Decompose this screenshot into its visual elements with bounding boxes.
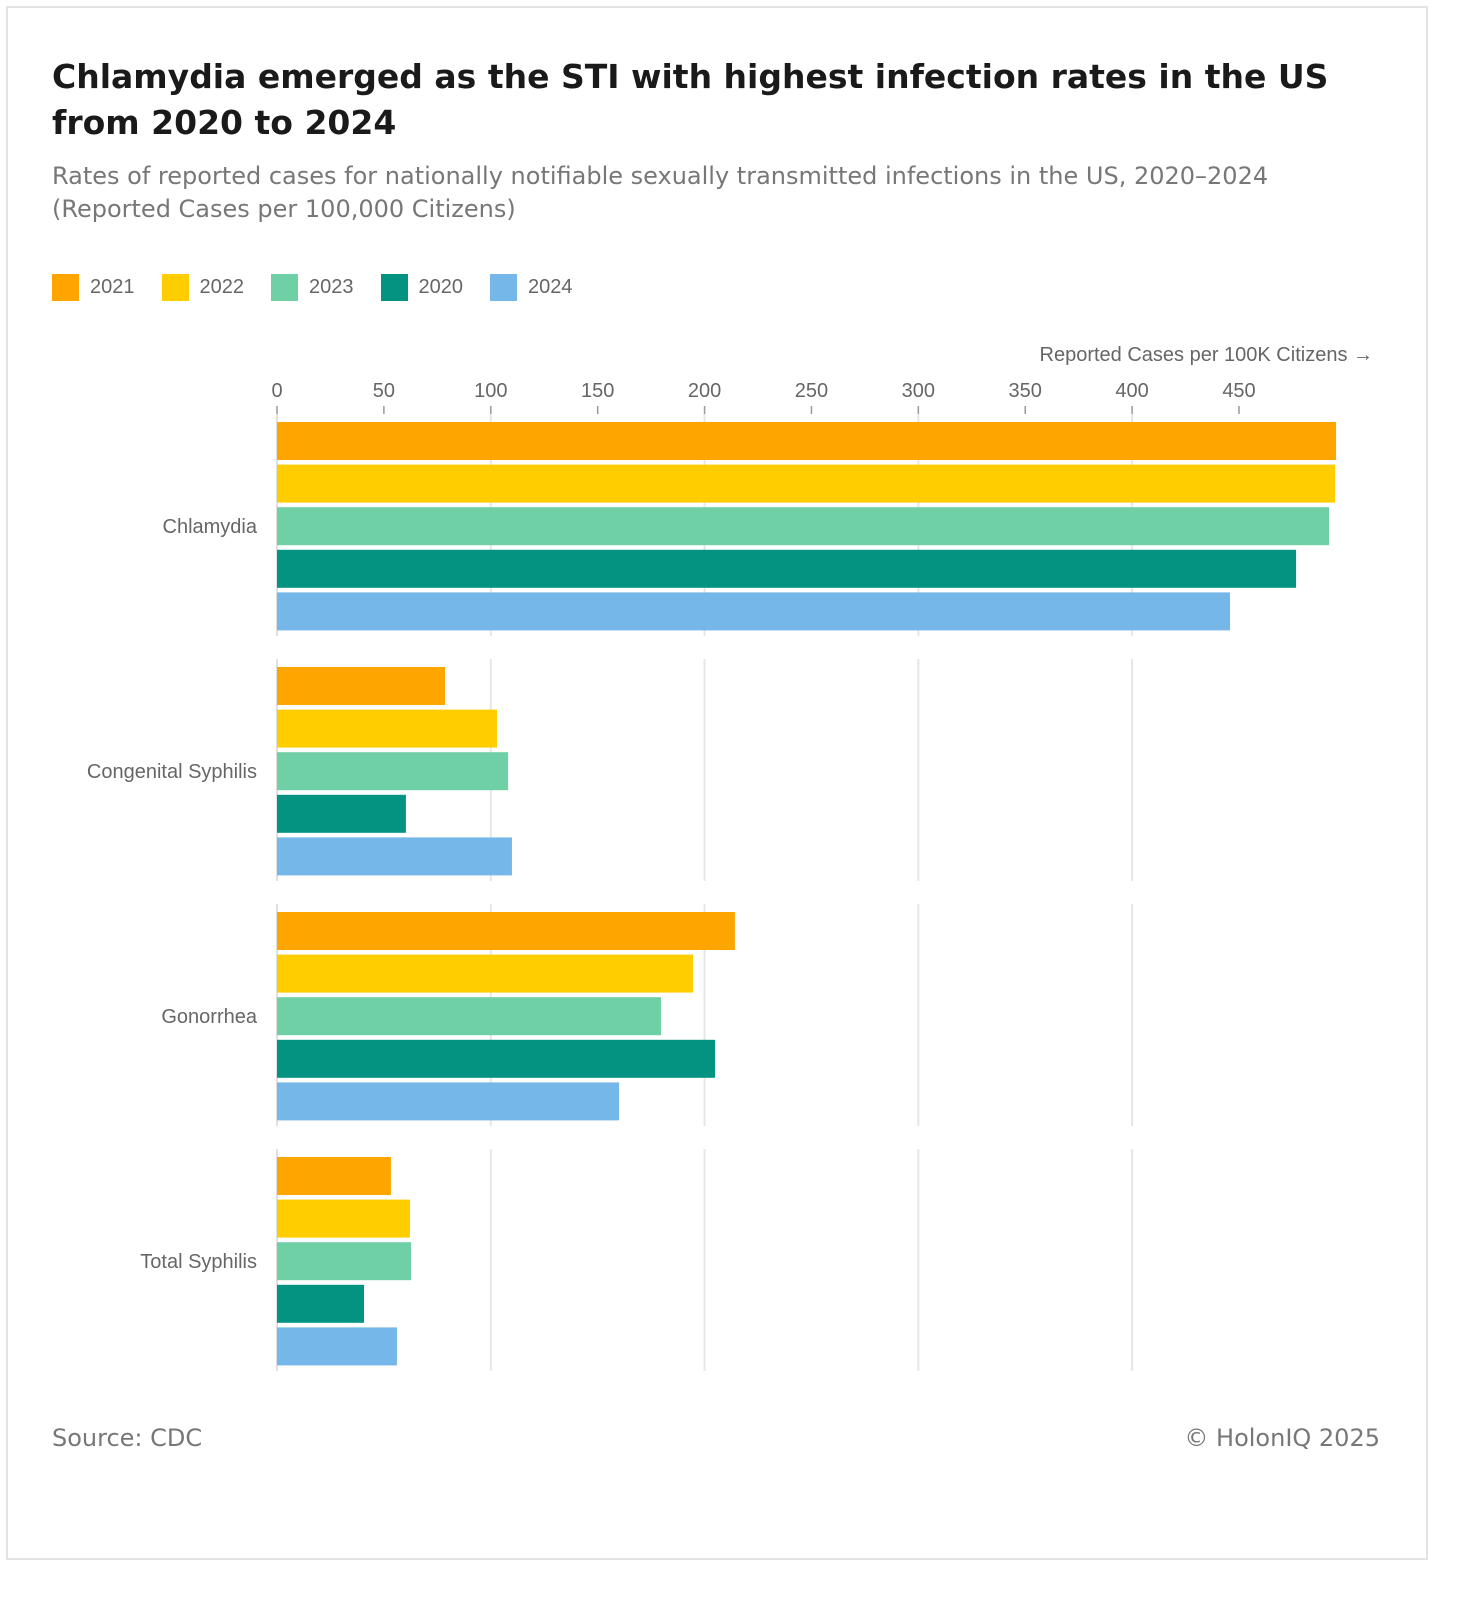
chart-subtitle: Rates of reported cases for nationally n…: [52, 162, 1269, 223]
x-tick-label: 250: [795, 380, 828, 402]
source-note: Source: CDC: [52, 1424, 203, 1452]
legend-item[interactable]: 2022: [161, 274, 245, 301]
bar-2022: [277, 709, 497, 748]
legend-swatch: [380, 274, 408, 301]
bar-2023: [277, 1242, 412, 1281]
legend-item[interactable]: 2020: [380, 274, 464, 301]
legend-item[interactable]: 2023: [271, 274, 354, 301]
chart-frame: [6, 6, 1428, 1560]
x-tick-label: 100: [474, 380, 507, 402]
bar-2022: [277, 464, 1335, 503]
x-axis-title: Reported Cases per 100K Citizens →: [1040, 344, 1374, 366]
x-tick-label: 400: [1115, 380, 1148, 402]
legend-label: 2022: [199, 276, 245, 298]
bar-2022: [277, 954, 694, 993]
legend-label: 2021: [90, 276, 135, 298]
bar-2020: [277, 549, 1297, 588]
bar-2023: [277, 997, 661, 1036]
bar-2021: [277, 1157, 391, 1195]
copyright: © HolonIQ 2025: [1184, 1424, 1380, 1452]
category-label: Total Syphilis: [140, 1251, 257, 1273]
category-label: Congenital Syphilis: [87, 761, 257, 783]
x-tick-label: 450: [1222, 380, 1255, 402]
legend-item[interactable]: 2021: [52, 274, 135, 301]
legend-swatch: [52, 274, 79, 301]
bar-2024: [277, 837, 512, 876]
bar-2024: [277, 592, 1231, 631]
legend-label: 2020: [418, 276, 464, 298]
bar-2022: [277, 1199, 410, 1238]
bar-2024: [277, 1082, 620, 1121]
chart-title: Chlamydia emerged as the STI with highes…: [52, 57, 1329, 142]
legend-swatch: [271, 274, 298, 301]
x-tick-label: 350: [1009, 380, 1042, 402]
x-tick-label: 150: [581, 380, 614, 402]
bar-2023: [277, 752, 509, 791]
bar-2023: [277, 507, 1330, 546]
bar-chart: Reported Cases per 100K Citizens → 0 50 100…: [87, 344, 1374, 1371]
bar-2020: [277, 1284, 365, 1323]
legend-label: 2024: [528, 276, 573, 298]
x-tick-label: 200: [688, 380, 721, 402]
legend-label: 2023: [309, 276, 354, 298]
legend-swatch: [161, 274, 189, 301]
legend: 2021 2022 2023 2020 2024: [52, 274, 600, 301]
bar-2021: [277, 422, 1337, 460]
bar-2021: [277, 667, 446, 705]
bar-2024: [277, 1327, 397, 1366]
category-label: Gonorrhea: [161, 1006, 257, 1028]
bar-2020: [277, 794, 406, 833]
bar-2020: [277, 1039, 716, 1078]
x-tick-label: 300: [902, 380, 935, 402]
x-tick-label: 50: [373, 380, 395, 402]
bar-2021: [277, 912, 735, 950]
x-tick-label: 0: [271, 380, 282, 402]
legend-item[interactable]: 2024: [490, 274, 573, 301]
legend-swatch: [490, 274, 517, 301]
category-label: Chlamydia: [163, 516, 258, 538]
